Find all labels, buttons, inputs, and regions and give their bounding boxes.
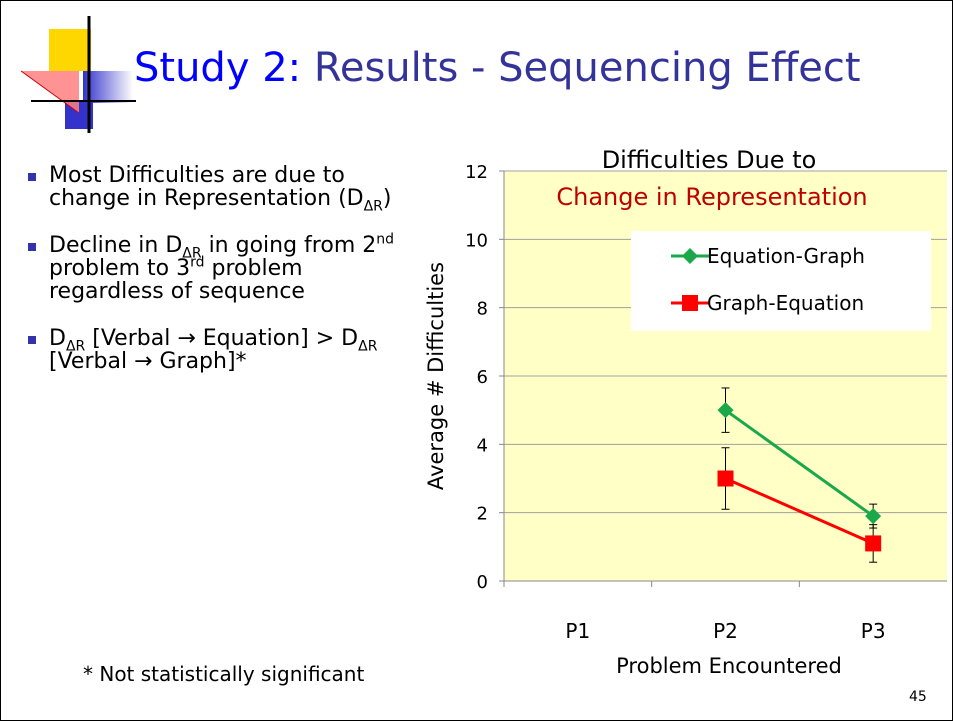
y-tick-label: 6 [477, 367, 488, 388]
x-tick-label: P1 [565, 619, 590, 643]
x-axis-label: Problem Encountered [616, 654, 842, 678]
x-tick-label: P3 [861, 619, 886, 643]
y-tick-label: 4 [477, 435, 488, 456]
legend-marker [682, 295, 698, 311]
chart: 0 2 4 6 8 10 12 P1 P2 P3 Difficulties Due to Change… [1, 1, 952, 720]
chart-title: Difficulties Due to [602, 146, 817, 174]
data-point [865, 535, 881, 551]
y-tick-label: 0 [477, 572, 488, 593]
y-tick-label: 2 [477, 504, 488, 525]
legend: Equation-Graph Graph-Equation [631, 231, 931, 331]
y-tick-label: 10 [465, 230, 488, 251]
chart-subtitle: Change in Representation [556, 183, 867, 211]
y-tick-label: 12 [465, 162, 488, 183]
data-point [718, 471, 734, 487]
x-tick-label: P2 [713, 619, 738, 643]
y-tick-label: 8 [477, 299, 488, 320]
legend-label: Graph-Equation [707, 291, 864, 315]
y-axis-label: Average # Difficulties [424, 262, 448, 490]
slide: Study 2: Results - Sequencing Effect Mos… [0, 0, 953, 721]
legend-label: Equation-Graph [707, 244, 865, 268]
